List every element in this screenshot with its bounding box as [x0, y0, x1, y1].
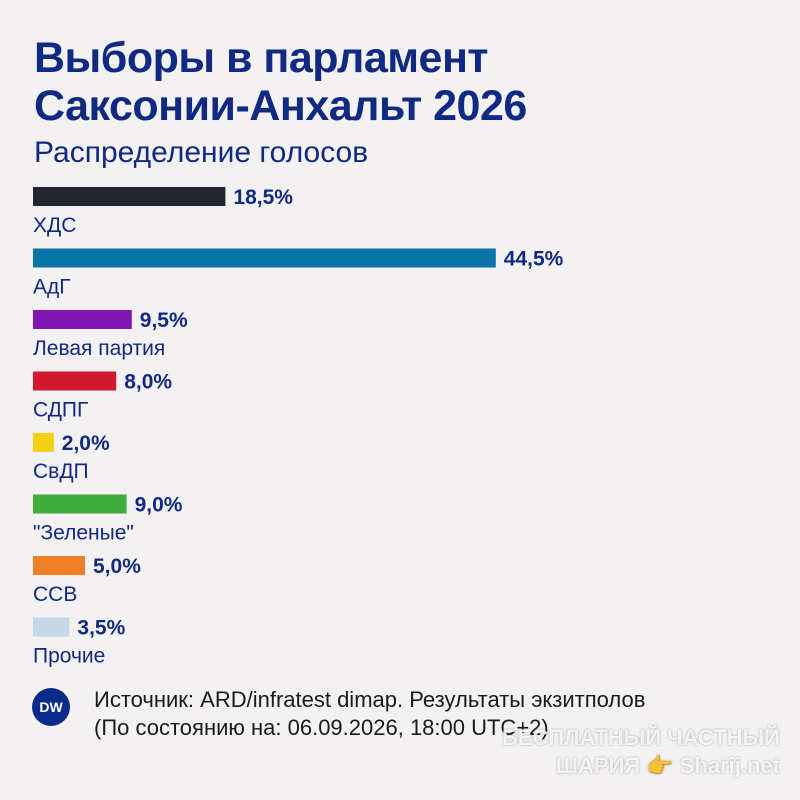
chart-title-line-2: Саксонии-Анхальт 2026	[34, 82, 527, 130]
source-line-1: Источник: ARD/infratest dimap. Результат…	[94, 687, 646, 712]
chart-title: Выборы в парламент Саксонии-Анхальт 2026	[34, 34, 774, 130]
bar-2	[33, 310, 132, 329]
category-label-5: "Зеленые"	[33, 522, 134, 545]
category-label-6: ССВ	[33, 583, 77, 606]
bar-4	[33, 433, 54, 452]
bar-value-label-3: 8,0%	[124, 371, 172, 394]
watermark-line-1: БЕСПЛАТНЫЙ ЧАСТНЫЙ	[501, 725, 780, 750]
category-label-4: СвДП	[33, 460, 89, 483]
category-label-0: ХДС	[33, 214, 76, 237]
bar-0	[33, 187, 226, 206]
source-line-2: (По состоянию на: 06.09.2026, 18:00 UTC+…	[94, 715, 549, 740]
chart-subtitle: Распределение голосов	[34, 136, 369, 169]
vote-share-bar-chart: 18,5% ХДС 44,5% АдГ 9,5% Левая партия 8,0% СДПГ…	[33, 186, 564, 668]
bar-value-label-0: 18,5%	[233, 186, 293, 209]
category-label-3: СДПГ	[33, 399, 88, 422]
bar-value-label-5: 9,0%	[135, 494, 183, 517]
bar-1	[33, 248, 496, 268]
bar-value-label-7: 3,5%	[77, 617, 125, 640]
bar-value-label-6: 5,0%	[93, 555, 141, 578]
footer: DW Источник: ARD/infratest dimap. Резуль…	[32, 686, 772, 742]
bar-6	[33, 556, 85, 575]
bar-5	[33, 494, 127, 514]
bar-value-label-4: 2,0%	[62, 432, 110, 455]
category-label-7: Прочие	[33, 645, 105, 668]
bar-value-label-1: 44,5%	[504, 248, 564, 271]
watermark: БЕСПЛАТНЫЙ ЧАСТНЫЙ ШАРИЯ 👉 Sharij.net	[502, 724, 780, 780]
bar-value-label-2: 9,5%	[140, 309, 188, 332]
category-label-2: Левая партия	[33, 337, 165, 360]
chart-title-line-1: Выборы в парламент	[34, 34, 489, 82]
bar-7	[33, 617, 70, 637]
dw-logo: DW	[32, 688, 70, 726]
watermark-line-2: ШАРИЯ 👉 Sharij.net	[555, 753, 780, 778]
category-label-1: АдГ	[33, 276, 71, 299]
bar-3	[33, 371, 117, 391]
source-note: Источник: ARD/infratest dimap. Результат…	[94, 686, 645, 742]
